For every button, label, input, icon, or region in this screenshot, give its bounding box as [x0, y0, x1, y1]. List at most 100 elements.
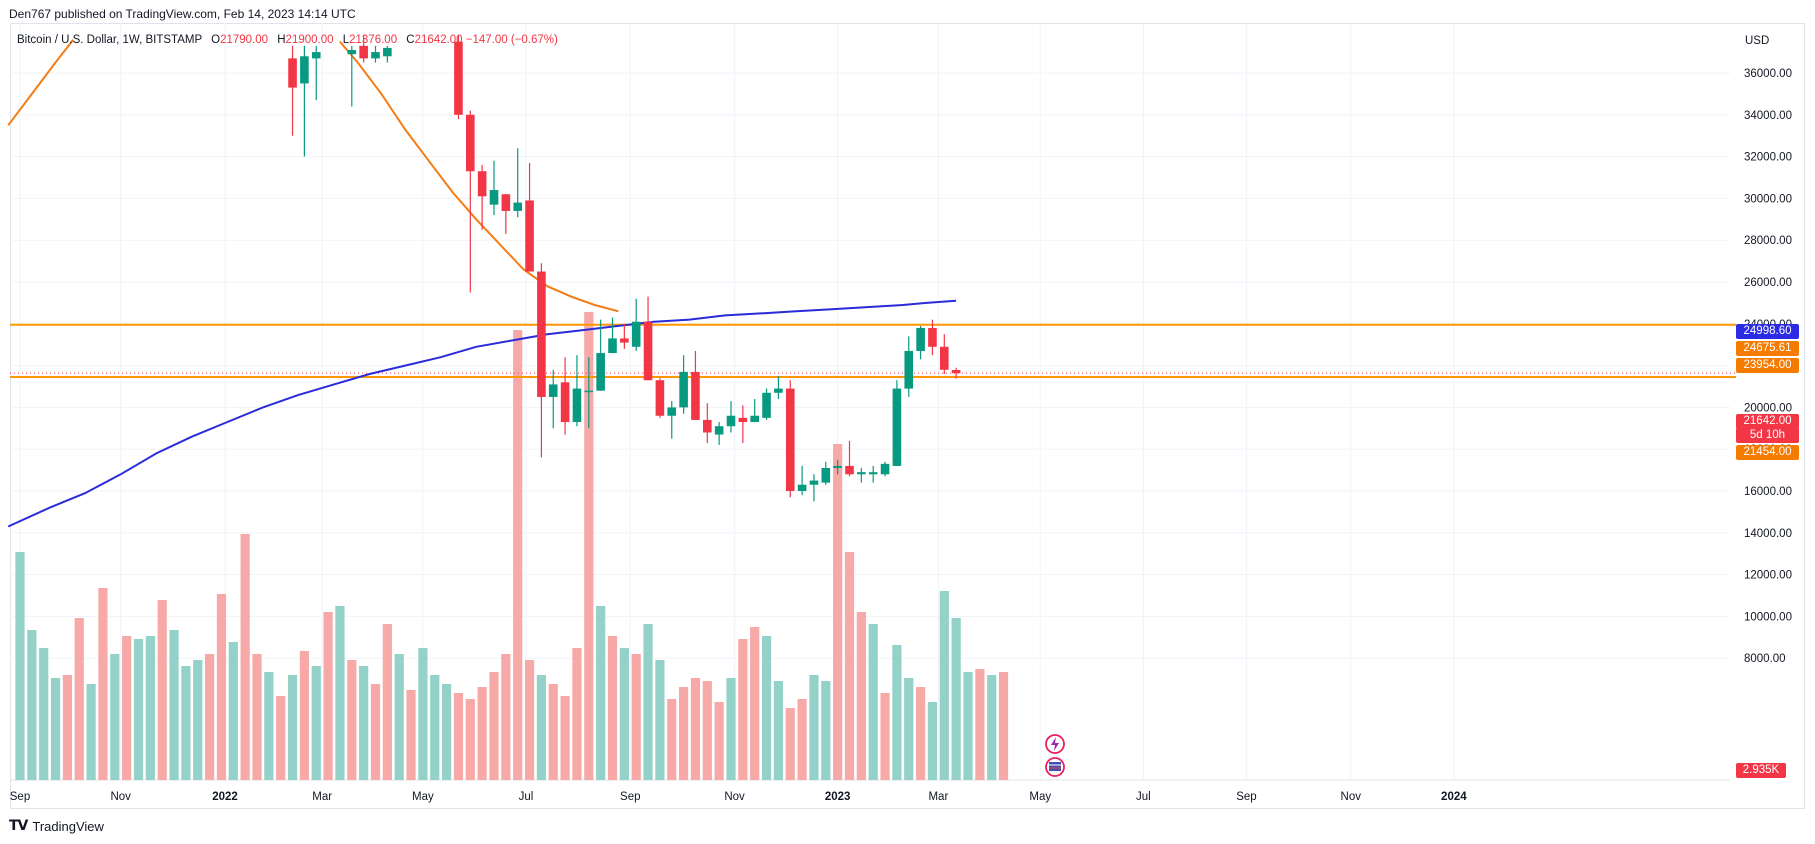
price-tick-label: 30000.00 [1744, 193, 1792, 205]
candle-body [383, 47, 392, 57]
candle-body [833, 465, 842, 469]
time-tick-label: Sep [1236, 791, 1256, 803]
volume-bar [750, 627, 760, 780]
candle [904, 336, 914, 397]
candle [548, 369, 558, 429]
candle [703, 403, 712, 443]
volume-bar [122, 636, 132, 780]
tradingview-brand-text: TradingView [32, 818, 104, 834]
candle [880, 461, 890, 477]
alert-icon[interactable] [1045, 734, 1065, 754]
volume-bar [27, 630, 37, 780]
time-tick-label: Nov [724, 791, 745, 803]
volume-bar [513, 330, 523, 780]
candle [560, 357, 570, 435]
ma-slow-badge: 24998.60 [1736, 324, 1799, 339]
volume-bar [679, 687, 689, 780]
candle-body [667, 407, 677, 416]
candle-body [750, 415, 759, 423]
candle-body [643, 321, 653, 381]
candle-body [892, 388, 902, 466]
candle [584, 357, 594, 429]
volume-bar [39, 648, 49, 780]
candle-body [513, 202, 522, 211]
candle [821, 461, 831, 485]
candle [596, 319, 605, 391]
price-tick-label: 36000.00 [1744, 68, 1792, 80]
volume-bar [927, 702, 938, 780]
candle-body [596, 353, 605, 391]
volume-bar [643, 624, 653, 780]
volume-bar [193, 660, 203, 780]
volume-bar [406, 690, 416, 780]
volume-bar [584, 312, 594, 780]
open-value: 21790.00 [220, 34, 269, 46]
candle-body [300, 56, 309, 84]
candle-body [560, 382, 570, 423]
volume-bar [524, 660, 535, 780]
volume-bar [726, 678, 736, 780]
tradingview-logo[interactable]: TV TradingView [9, 818, 104, 834]
candle [809, 474, 819, 502]
volume-bar [619, 648, 629, 780]
volume-bar [833, 444, 843, 780]
candle [477, 164, 487, 230]
candle [738, 405, 748, 443]
volume-bar [216, 594, 227, 780]
chart-frame[interactable] [10, 23, 1805, 809]
time-tick-label: 2022 [212, 791, 238, 803]
candle [750, 399, 759, 423]
volume-bar [607, 636, 618, 780]
volume-bar [975, 669, 985, 780]
volume-bar [477, 687, 487, 780]
volume-bar [264, 672, 274, 780]
price-tick-label: 10000.00 [1744, 611, 1792, 623]
time-tick-label: Nov [1341, 791, 1362, 803]
candle [762, 388, 771, 420]
volume-bar [536, 675, 546, 780]
volume-bar [145, 636, 155, 780]
price-tick-label: 20000.00 [1744, 402, 1792, 414]
candle-body [584, 390, 594, 393]
volume-bar [228, 642, 238, 780]
volume-bar [572, 648, 582, 780]
time-tick-label: Jul [519, 791, 534, 803]
candle-body [288, 58, 297, 88]
volume-bar [394, 654, 404, 780]
volume-bar [690, 678, 701, 780]
publisher-header: Den767 published on TradingView.com, Feb… [9, 7, 356, 21]
candle [383, 45, 392, 63]
volume-bar [596, 606, 606, 780]
volume-bar [430, 675, 440, 780]
close-label: C [406, 34, 415, 46]
volume-bar [844, 552, 855, 780]
candle [489, 160, 499, 216]
time-tick-label: May [1029, 791, 1051, 803]
candle [726, 401, 736, 433]
candle [525, 162, 534, 272]
candle-body [537, 271, 546, 397]
close-value: 21642.00 [414, 34, 463, 46]
volume-bar [157, 600, 167, 780]
time-tick-label: May [412, 791, 434, 803]
candle-body [655, 380, 665, 416]
volume-bar [50, 678, 61, 780]
time-tick-label: Jul [1136, 791, 1151, 803]
candle-body [845, 465, 854, 475]
volume-bar [714, 702, 724, 780]
fast-moving-average-line [7, 38, 75, 126]
candle-body [620, 338, 629, 343]
candle [466, 110, 475, 293]
candle [620, 323, 629, 349]
volume-bar [347, 660, 357, 780]
candle-body [726, 415, 736, 427]
level-lower-badge: 21454.00 [1736, 445, 1799, 460]
candle-body [928, 327, 937, 347]
candle [679, 355, 688, 414]
candle-body [466, 114, 475, 172]
time-tick-label: 2024 [1441, 791, 1467, 803]
volume-bar [359, 666, 369, 780]
economic-events-icon[interactable] [1045, 757, 1065, 777]
candle [797, 465, 807, 496]
